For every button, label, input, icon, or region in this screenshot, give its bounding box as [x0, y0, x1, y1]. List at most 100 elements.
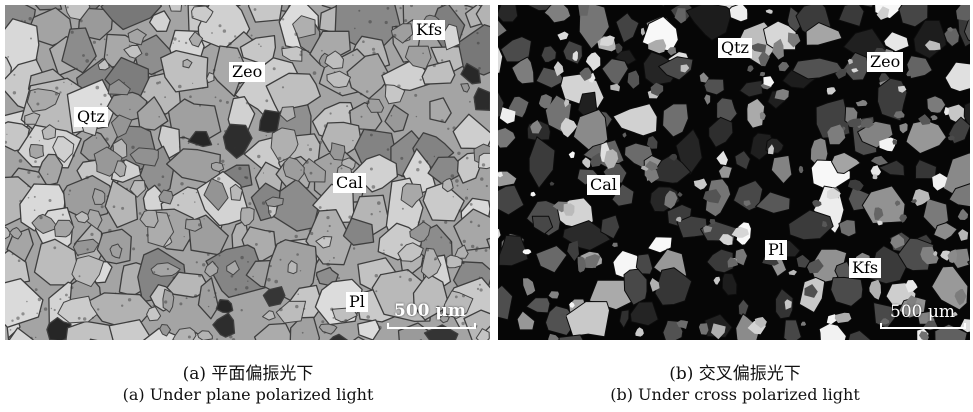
mineral-grain — [64, 5, 91, 21]
matrix-speck — [400, 156, 404, 160]
matrix-speck — [78, 275, 81, 278]
matrix-speck — [66, 6, 69, 9]
matrix-speck — [182, 193, 184, 195]
mineral-grain — [24, 112, 41, 125]
mineral-grain — [318, 323, 338, 335]
matrix-speck — [180, 182, 184, 186]
matrix-speck — [48, 199, 52, 202]
mineral-grain — [719, 234, 733, 246]
mineral-grain — [262, 310, 276, 321]
mineral-grain — [830, 276, 864, 307]
matrix-speck — [415, 309, 419, 313]
mineral-grain — [669, 153, 677, 161]
matrix-speck — [59, 298, 62, 301]
mineral-grain — [498, 234, 529, 267]
mineral-grain — [498, 228, 502, 241]
mineral-grain — [240, 207, 255, 227]
mineral-grain — [842, 51, 870, 81]
mineral-grain — [162, 288, 175, 313]
matrix-speck — [481, 163, 486, 167]
mineral-grain — [572, 108, 609, 154]
mineral-grain — [924, 40, 941, 51]
matrix-speck — [97, 308, 100, 311]
mineral-grain — [775, 288, 794, 320]
scale-bar-line — [387, 323, 476, 329]
matrix-speck — [440, 236, 443, 239]
matrix-speck — [255, 243, 258, 246]
matrix-speck — [469, 203, 473, 206]
matrix-speck — [168, 214, 171, 217]
matrix-speck — [251, 38, 254, 41]
matrix-speck — [65, 293, 68, 297]
mineral-grain — [139, 209, 159, 229]
matrix-speck — [308, 229, 312, 233]
matrix-speck — [211, 32, 213, 34]
matrix-speck — [265, 134, 267, 137]
mineral-grain — [703, 189, 722, 204]
mineral-grain — [615, 43, 623, 54]
mineral-grain — [615, 12, 640, 44]
matrix-speck — [464, 5, 468, 7]
grain-texture-xpl — [498, 5, 970, 340]
mineral-grain — [693, 178, 708, 190]
matrix-speck — [77, 316, 81, 320]
mineral-grain — [933, 222, 958, 241]
mineral-grain — [660, 5, 665, 7]
matrix-speck — [476, 287, 480, 290]
mineral-grain — [226, 260, 240, 276]
mineral-label-cal: Cal — [333, 173, 366, 193]
matrix-speck — [475, 246, 479, 250]
mineral-grain — [123, 44, 143, 59]
matrix-speck — [440, 59, 444, 62]
matrix-speck — [228, 42, 232, 46]
mineral-grain — [919, 331, 929, 340]
mineral-grain — [930, 115, 938, 121]
matrix-speck — [252, 275, 254, 278]
mineral-grain — [400, 183, 424, 208]
matrix-speck — [466, 188, 469, 190]
mineral-grain — [453, 208, 490, 252]
matrix-speck — [158, 116, 160, 118]
matrix-speck — [129, 108, 131, 111]
mineral-grain — [859, 5, 875, 8]
mineral-grain — [429, 97, 452, 124]
mineral-grain — [877, 220, 883, 226]
matrix-speck — [223, 164, 225, 166]
mineral-grain — [279, 106, 296, 122]
matrix-speck — [34, 160, 37, 163]
matrix-speck — [33, 195, 36, 198]
mineral-grain — [920, 246, 939, 265]
mineral-grain — [812, 199, 822, 207]
mineral-grain — [654, 267, 693, 306]
mineral-grain — [847, 179, 864, 191]
matrix-speck — [485, 184, 488, 188]
matrix-speck — [338, 91, 341, 95]
matrix-speck — [27, 196, 30, 199]
matrix-speck — [100, 205, 104, 209]
matrix-speck — [326, 209, 328, 211]
matrix-speck — [245, 176, 249, 180]
matrix-speck — [370, 133, 373, 137]
mineral-grain — [498, 19, 508, 38]
matrix-speck — [265, 99, 269, 103]
matrix-speck — [29, 136, 32, 139]
matrix-speck — [476, 32, 479, 35]
mineral-grain — [675, 216, 682, 222]
mineral-grain — [74, 211, 90, 224]
matrix-speck — [192, 15, 194, 18]
mineral-label-pl: Pl — [346, 292, 368, 312]
mineral-grain — [601, 58, 629, 87]
mineral-grain — [104, 179, 139, 229]
matrix-speck — [28, 17, 32, 21]
matrix-speck — [27, 185, 29, 188]
mineral-grain — [262, 286, 286, 307]
mineral-grain — [734, 247, 748, 267]
mineral-grain — [662, 103, 689, 138]
mineral-grain — [774, 89, 789, 101]
matrix-speck — [177, 204, 180, 207]
matrix-speck — [476, 325, 478, 327]
matrix-speck — [7, 56, 10, 58]
matrix-speck — [469, 100, 471, 103]
matrix-speck — [172, 276, 176, 280]
mineral-grain — [915, 159, 937, 180]
